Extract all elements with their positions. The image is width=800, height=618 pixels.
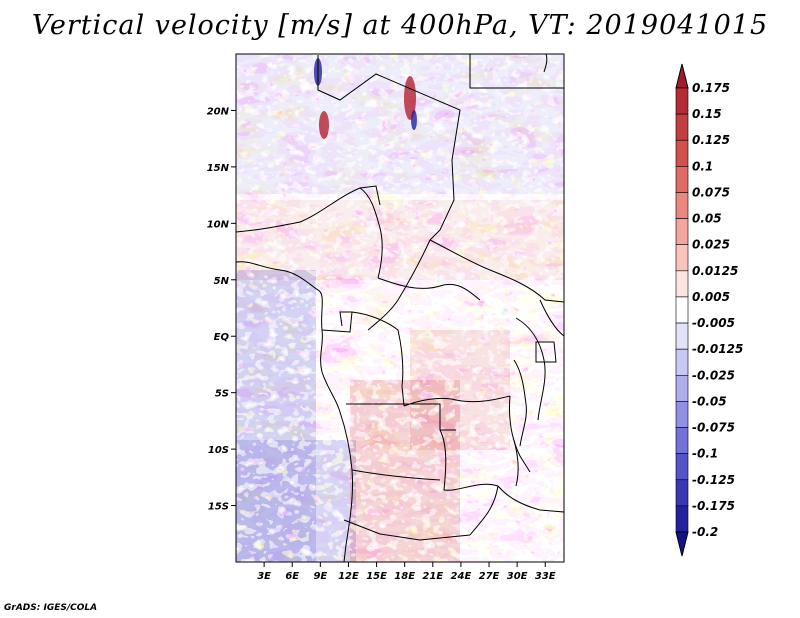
colorbar-swatch bbox=[675, 113, 689, 141]
colorbar-label: 0.05 bbox=[692, 212, 722, 226]
x-tick-label: 24E bbox=[451, 571, 472, 582]
colorbar-swatch bbox=[675, 453, 689, 481]
colorbar-label: 0.005 bbox=[692, 290, 730, 304]
colorbar-swatch bbox=[675, 139, 689, 167]
y-tick-label: 20N bbox=[207, 106, 230, 117]
y-tick-label: 5S bbox=[215, 389, 229, 400]
x-tick-label: 27E bbox=[479, 571, 500, 582]
colorbar-swatch bbox=[675, 479, 689, 507]
colorbar-label: -0.2 bbox=[692, 525, 718, 539]
colorbar-swatch bbox=[675, 296, 689, 324]
colorbar: 0.175 0.15 0.125 0.1 0.075 0.05 0.025 0.0125 0.0… bbox=[675, 63, 743, 557]
colorbar-label: 0.075 bbox=[692, 185, 730, 199]
colorbar-label: -0.0125 bbox=[692, 342, 743, 356]
colorbar-top-arrow bbox=[675, 63, 689, 89]
colorbar-label: -0.175 bbox=[692, 499, 735, 513]
y-tick-label: EQ bbox=[214, 332, 230, 343]
velocity-field bbox=[236, 54, 564, 562]
colorbar-label: -0.075 bbox=[692, 421, 735, 435]
colorbar-label: -0.1 bbox=[692, 447, 718, 461]
colorbar-swatch bbox=[675, 374, 689, 402]
colorbar-label: 0.175 bbox=[692, 81, 730, 95]
colorbar-swatch bbox=[675, 192, 689, 219]
colorbar-swatch bbox=[675, 348, 689, 376]
colorbar-swatch bbox=[675, 87, 689, 115]
chart-title: Vertical velocity [m/s] at 400hPa, VT: 2… bbox=[31, 10, 769, 41]
y-tick-label: 10N bbox=[207, 219, 230, 230]
colorbar-bottom-arrow bbox=[675, 531, 689, 557]
axis-ticks: 3E 6E 9E 12E 15E 18E 21E 24E 27E 30E 33E 20N 15N 10N 5… bbox=[207, 106, 556, 582]
colorbar-swatch bbox=[675, 401, 689, 428]
y-tick-label: 15S bbox=[208, 502, 229, 513]
x-tick-label: 30E bbox=[507, 571, 528, 582]
map-boundaries bbox=[236, 54, 564, 562]
colorbar-label: 0.0125 bbox=[692, 264, 738, 278]
colorbar-label: -0.005 bbox=[692, 316, 735, 330]
x-tick-label: 18E bbox=[394, 571, 415, 582]
y-tick-label: 10S bbox=[208, 445, 229, 456]
x-tick-label: 12E bbox=[338, 571, 359, 582]
colorbar-label: 0.025 bbox=[692, 238, 730, 252]
colorbar-swatch bbox=[675, 322, 689, 350]
colorbar-swatch bbox=[675, 244, 689, 272]
colorbar-swatch bbox=[675, 166, 689, 193]
x-tick-label: 21E bbox=[422, 571, 443, 582]
x-tick-label: 33E bbox=[535, 571, 556, 582]
y-tick-label: 15N bbox=[207, 163, 230, 174]
colorbar-label: 0.1 bbox=[692, 159, 713, 173]
x-tick-label: 6E bbox=[285, 571, 299, 582]
colorbar-swatch bbox=[675, 505, 689, 533]
x-tick-label: 15E bbox=[366, 571, 387, 582]
colorbar-swatch bbox=[675, 270, 689, 298]
colorbar-label: 0.15 bbox=[692, 107, 722, 121]
y-tick-label: 5N bbox=[214, 276, 230, 287]
x-tick-label: 3E bbox=[257, 571, 271, 582]
colorbar-swatch bbox=[675, 218, 689, 246]
colorbar-label: -0.05 bbox=[692, 394, 727, 408]
colorbar-label: -0.125 bbox=[692, 473, 735, 487]
x-tick-label: 9E bbox=[313, 571, 327, 582]
colorbar-swatch bbox=[675, 427, 689, 454]
colorbar-label: -0.025 bbox=[692, 368, 735, 382]
colorbar-label: 0.125 bbox=[692, 133, 730, 147]
credit-text: GrADS: IGES/COLA bbox=[4, 603, 98, 613]
plot-frame bbox=[235, 53, 565, 563]
